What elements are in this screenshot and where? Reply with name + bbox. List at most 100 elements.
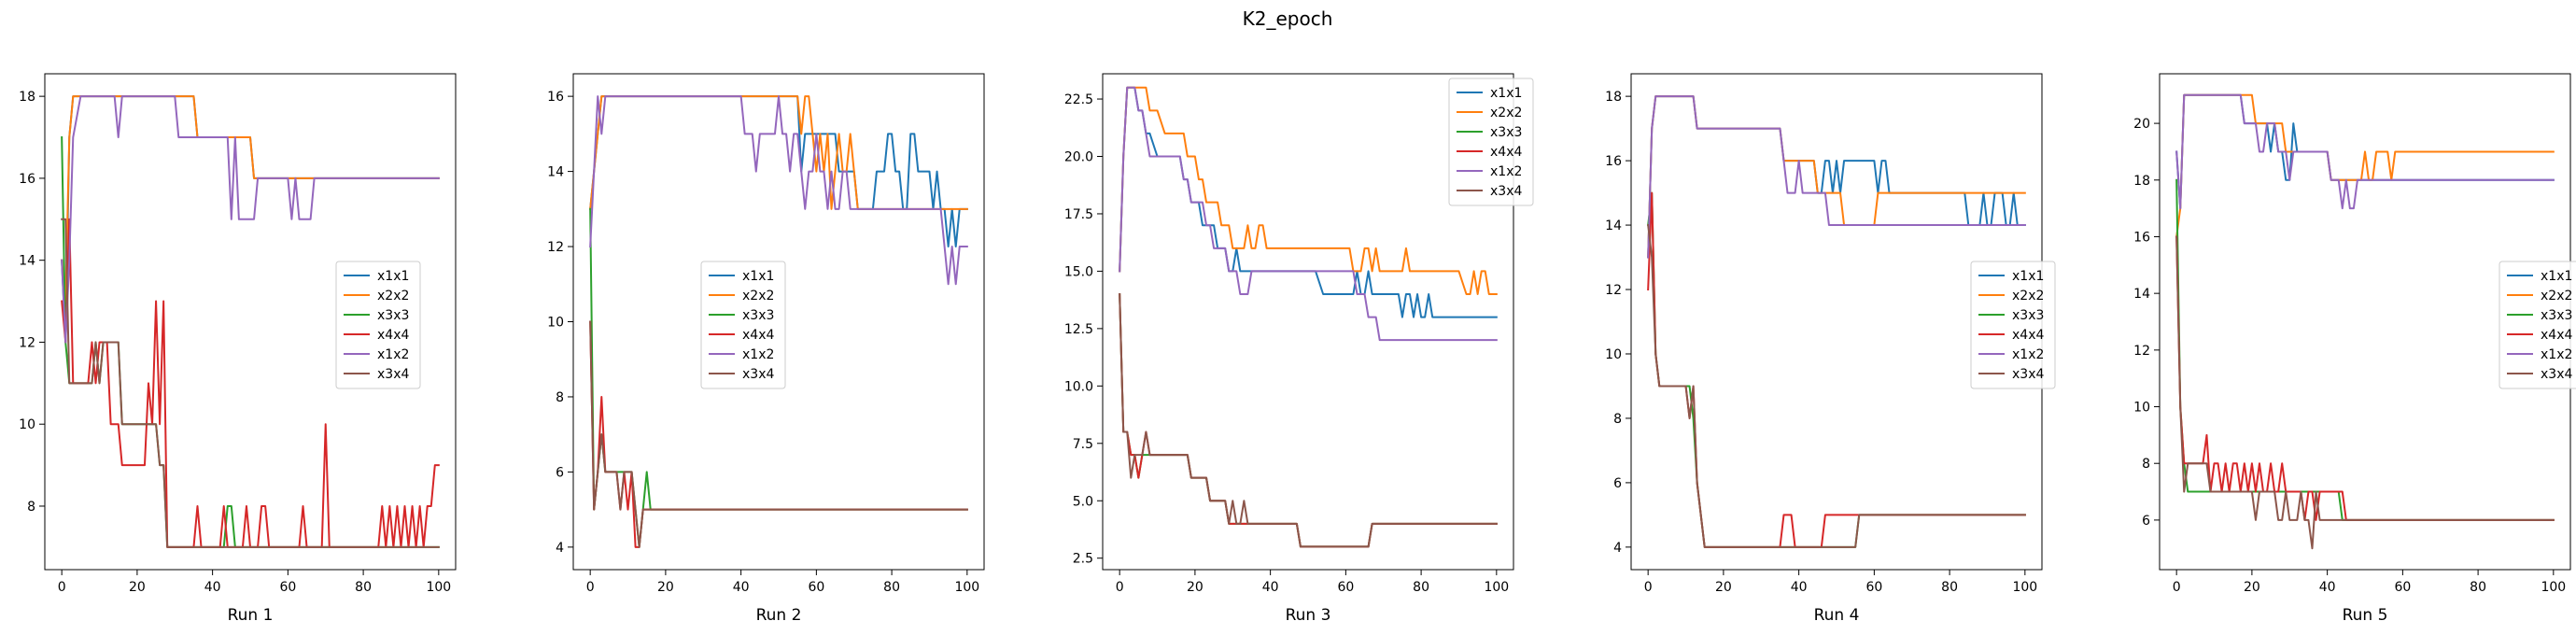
y-tick-label: 16 xyxy=(547,90,564,105)
series-line-x3x4 xyxy=(2175,235,2555,550)
y-tick-label: 22.5 xyxy=(1064,92,1093,107)
y-tick-label: 6 xyxy=(1613,476,1622,491)
series-line-x1x2 xyxy=(589,95,968,286)
y-tick-label: 16 xyxy=(19,172,35,187)
series-line-x1x2 xyxy=(1119,86,1498,342)
series-line-x3x4 xyxy=(1119,292,1498,548)
x-tick-label: 20 xyxy=(1715,580,1732,595)
series-line-x3x3 xyxy=(1647,191,2026,548)
x-tick-label: 60 xyxy=(1337,580,1354,595)
legend-label-x1x2: x1x2 xyxy=(1490,164,1522,179)
x-tick-label: 0 xyxy=(1644,580,1653,595)
y-tick-label: 6 xyxy=(556,465,564,480)
series-line-x1x1 xyxy=(1647,95,2026,259)
series-group xyxy=(1647,95,2026,548)
y-tick-label: 18 xyxy=(2133,174,2150,189)
y-tick-label: 18 xyxy=(1605,90,1622,105)
x-tick-label: 40 xyxy=(2319,580,2336,595)
y-tick-label: 6 xyxy=(2142,514,2150,529)
y-tick-label: 10.0 xyxy=(1064,379,1093,394)
y-tick-label: 14 xyxy=(2133,287,2150,302)
series-line-x4x4 xyxy=(1119,292,1498,548)
y-tick-label: 10 xyxy=(547,316,564,331)
legend: x1x1 x2x2 x3x3 x4x4 x1x2 x3x4 xyxy=(1970,261,2056,389)
y-tick-label: 10 xyxy=(2133,401,2150,416)
subplot-4: 0 20 40 60 80 100 4 6 8 10 12 14 16 18 Run 4 x1x1 x2x2 x3… xyxy=(1605,73,2056,621)
x-axis-label: Run 2 xyxy=(756,606,802,621)
y-tick-label: 12.5 xyxy=(1064,322,1093,337)
y-tick-label: 7.5 xyxy=(1073,437,1093,452)
x-axis-label: Run 1 xyxy=(228,606,274,621)
x-tick-label: 40 xyxy=(204,580,221,595)
x-tick-label: 100 xyxy=(1484,580,1509,595)
legend-label-x2x2: x2x2 xyxy=(742,289,774,303)
y-tick-label: 8 xyxy=(1613,412,1622,427)
legend-label-x1x1: x1x1 xyxy=(1490,86,1522,101)
legend-label-x3x3: x3x3 xyxy=(2012,308,2044,323)
x-tick-label: 60 xyxy=(2394,580,2411,595)
y-tick-label: 8 xyxy=(556,390,564,405)
legend: x1x1 x2x2 x3x3 x4x4 x1x2 x3x4 xyxy=(700,261,786,389)
legend-label-x1x2: x1x2 xyxy=(2012,347,2044,362)
legend-box xyxy=(2499,261,2576,389)
y-tick-label: 8 xyxy=(27,500,35,515)
legend-label-x2x2: x2x2 xyxy=(1490,106,1522,120)
x-tick-label: 100 xyxy=(954,580,979,595)
legend-label-x3x3: x3x3 xyxy=(2541,308,2572,323)
y-tick-label: 20 xyxy=(2133,117,2150,132)
legend-label-x1x2: x1x2 xyxy=(742,347,774,362)
series-group xyxy=(589,95,968,548)
plot-frame xyxy=(1102,73,1514,571)
legend-label-x1x2: x1x2 xyxy=(2541,347,2572,362)
x-tick-label: 60 xyxy=(279,580,296,595)
figure-title: K2_epoch xyxy=(1243,7,1333,30)
legend-label-x3x4: x3x4 xyxy=(2012,367,2044,382)
legend-label-x2x2: x2x2 xyxy=(2012,289,2044,303)
x-tick-label: 20 xyxy=(657,580,674,595)
x-axis-label: Run 3 xyxy=(1286,606,1331,621)
series-line-x2x2 xyxy=(589,95,968,210)
series-line-x4x4 xyxy=(1647,191,2026,548)
x-tick-label: 0 xyxy=(58,580,66,595)
series-line-x1x1 xyxy=(589,95,968,248)
x-tick-label: 0 xyxy=(1116,580,1124,595)
x-tick-label: 40 xyxy=(1262,580,1279,595)
legend-label-x3x3: x3x3 xyxy=(1490,125,1522,140)
series-line-x3x4 xyxy=(589,320,968,548)
x-axis-label: Run 4 xyxy=(1814,606,1860,621)
legend: x1x1 x2x2 x3x3 x4x4 x1x2 x3x4 xyxy=(335,261,421,389)
x-tick-label: 80 xyxy=(1413,580,1429,595)
series-group xyxy=(2175,93,2555,550)
legend: x1x1 x2x2 x3x3 x4x4 x1x2 x3x4 xyxy=(2499,261,2576,389)
legend-label-x3x4: x3x4 xyxy=(377,367,409,382)
y-tick-label: 12 xyxy=(547,240,564,255)
x-tick-label: 60 xyxy=(1865,580,1882,595)
series-line-x1x1 xyxy=(1119,86,1498,318)
y-tick-label: 15.0 xyxy=(1064,264,1093,279)
legend-label-x1x1: x1x1 xyxy=(377,269,409,284)
legend-label-x4x4: x4x4 xyxy=(2012,328,2044,343)
legend-label-x4x4: x4x4 xyxy=(742,328,774,343)
y-tick-label: 20.0 xyxy=(1064,150,1093,165)
series-line-x3x4 xyxy=(1647,223,2026,548)
series-line-x3x3 xyxy=(1119,292,1498,548)
y-tick-label: 12 xyxy=(2133,344,2150,359)
x-tick-label: 20 xyxy=(2244,580,2260,595)
y-tick-label: 4 xyxy=(556,541,564,556)
legend-label-x3x4: x3x4 xyxy=(1490,184,1522,199)
subplot-2: 0 20 40 60 80 100 4 6 8 10 12 14 16 Run 2 x1x1 x2x2 x3x3… xyxy=(547,73,985,621)
legend-label-x3x3: x3x3 xyxy=(742,308,774,323)
x-axis-label: Run 5 xyxy=(2343,606,2388,621)
legend-label-x2x2: x2x2 xyxy=(2541,289,2572,303)
legend-box xyxy=(1970,261,2056,389)
series-line-x2x2 xyxy=(1647,95,2026,259)
y-tick-label: 18 xyxy=(19,90,35,105)
y-tick-label: 17.5 xyxy=(1064,207,1093,222)
plot-frame xyxy=(44,73,457,571)
x-tick-label: 20 xyxy=(129,580,146,595)
y-tick-label: 12 xyxy=(19,335,35,350)
y-tick-label: 16 xyxy=(2133,230,2150,245)
legend-box xyxy=(1448,78,1534,206)
